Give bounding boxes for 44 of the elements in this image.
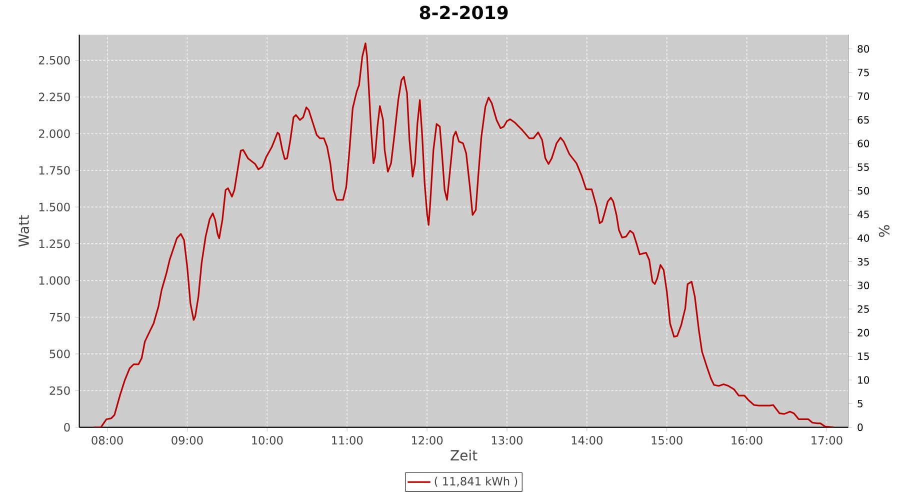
y-tick-label: 500 — [50, 350, 70, 358]
y-tick-label: 2.250 — [38, 92, 70, 102]
x-tick-label: 11:00 — [332, 436, 363, 445]
x-tick-label: 10:00 — [252, 436, 283, 445]
y-tick-label: 1.750 — [39, 166, 70, 175]
y2-tick-label: 50 — [858, 187, 870, 195]
x-axis-title: Zeit — [450, 450, 478, 461]
y-tick-label: 1.250 — [39, 239, 70, 248]
y2-axis-title: % — [878, 225, 890, 237]
y2-tick-label: 30 — [858, 282, 870, 290]
y2-tick-label: 70 — [858, 92, 870, 100]
x-tick-label: 12:00 — [412, 436, 443, 445]
y2-tick-label: 80 — [858, 45, 870, 53]
y-tick-label: 1.500 — [39, 202, 70, 212]
x-tick-label: 15:00 — [652, 436, 682, 445]
y2-tick-label: 60 — [858, 140, 870, 148]
chart-title: 8-2-2019 — [420, 6, 508, 20]
y2-tick-label: 25 — [858, 305, 869, 313]
line-series — [92, 42, 835, 428]
y2-tick-label: 0 — [858, 424, 863, 432]
y-tick-label: 2.500 — [38, 56, 70, 65]
y2-tick-label: 75 — [858, 68, 869, 76]
y-tick-label: 750 — [50, 312, 70, 322]
y-tick-label: 250 — [50, 386, 70, 395]
y2-tick-label: 40 — [858, 234, 870, 242]
y2-tick-label: 45 — [858, 210, 869, 218]
x-tick-label: 16:00 — [732, 436, 762, 445]
x-tick-label: 14:00 — [572, 436, 602, 445]
y2-tick-label: 35 — [858, 258, 869, 266]
y2-tick-label: 5 — [858, 400, 862, 408]
x-tick-label: 13:00 — [492, 436, 523, 445]
x-tick-label: 08:00 — [92, 436, 123, 445]
y2-tick-label: 10 — [858, 376, 870, 384]
y-tick-label: 2.000 — [38, 129, 70, 138]
x-tick-label: 17:00 — [812, 436, 842, 445]
y2-tick-label: 20 — [858, 328, 870, 336]
y-axis-title: Watt — [18, 215, 29, 247]
legend-label: ( 11,841 kWh ) — [434, 476, 518, 487]
y2-tick-label: 15 — [858, 352, 869, 360]
y2-tick-label: 65 — [858, 116, 869, 124]
y-tick-label: 1.000 — [39, 276, 70, 285]
y-tick-label: 0 — [64, 423, 70, 432]
y2-tick-label: 55 — [858, 163, 869, 171]
x-tick-label: 09:00 — [172, 436, 203, 445]
